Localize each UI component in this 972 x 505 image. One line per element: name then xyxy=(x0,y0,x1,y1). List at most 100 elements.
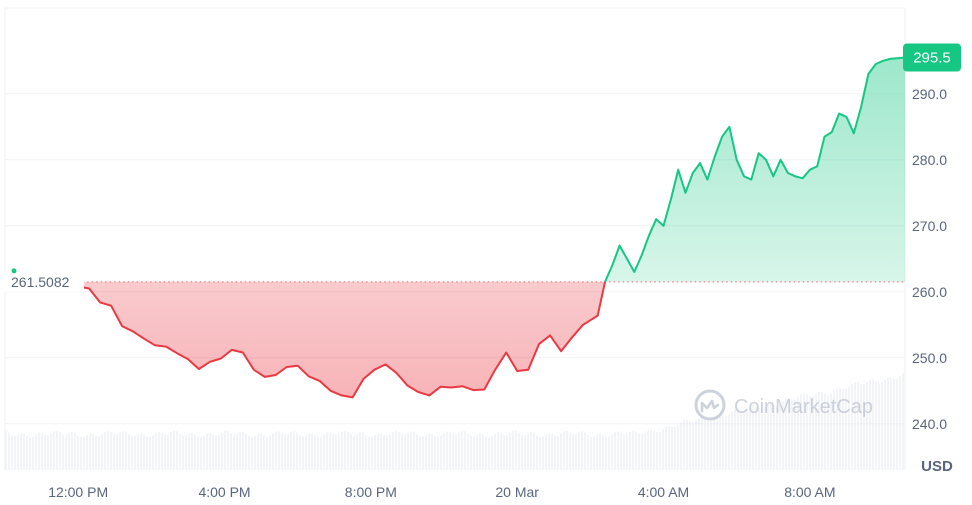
data-point xyxy=(815,164,819,168)
data-point xyxy=(632,270,636,274)
data-point xyxy=(87,287,91,291)
volume-bar xyxy=(815,394,817,470)
volume-bar xyxy=(56,430,58,470)
watermark-text: CoinMarketCap xyxy=(734,396,873,418)
data-point xyxy=(460,384,464,388)
volume-bar xyxy=(248,436,250,470)
volume-bar xyxy=(26,435,28,470)
coinmarketcap-watermark: CoinMarketCap xyxy=(694,389,873,421)
volume-bar xyxy=(791,399,793,470)
volume-bar xyxy=(431,434,433,470)
volume-bar xyxy=(461,431,463,470)
volume-bar xyxy=(830,393,832,470)
volume-bar xyxy=(152,435,154,470)
volume-bar xyxy=(617,431,619,470)
volume-bar xyxy=(632,430,634,470)
volume-bar xyxy=(551,434,553,470)
volume-bar xyxy=(311,433,313,470)
volume-bar xyxy=(743,410,745,470)
volume-bar xyxy=(185,435,187,470)
data-point xyxy=(669,197,673,201)
volume-bar xyxy=(395,430,397,470)
volume-bar xyxy=(329,432,331,470)
volume-bar xyxy=(377,433,379,470)
volume-bar xyxy=(131,436,133,470)
volume-bar xyxy=(500,433,502,470)
volume-bar xyxy=(755,406,757,470)
volume-bar xyxy=(170,432,172,470)
volume-bar xyxy=(509,433,511,470)
volume-bar xyxy=(326,432,328,470)
volume-bar xyxy=(479,433,481,470)
data-point xyxy=(395,371,399,375)
volume-bar xyxy=(362,432,364,470)
baseline-label: 261.5082 xyxy=(11,274,70,290)
volume-bar xyxy=(380,433,382,470)
volume-bar xyxy=(230,433,232,470)
volume-bar xyxy=(809,396,811,470)
volume-bar xyxy=(98,436,100,470)
data-point xyxy=(449,386,453,390)
data-point xyxy=(735,158,739,162)
data-point xyxy=(186,357,190,361)
data-point xyxy=(570,335,574,339)
volume-bar xyxy=(398,431,400,470)
volume-bar xyxy=(761,408,763,470)
volume-bar xyxy=(566,430,568,470)
volume-bar xyxy=(155,432,157,470)
data-point xyxy=(241,351,245,355)
volume-bar xyxy=(881,382,883,470)
volume-bar xyxy=(602,434,604,470)
data-point xyxy=(713,155,717,159)
volume-bars xyxy=(5,372,904,470)
volume-bar xyxy=(338,433,340,470)
data-point xyxy=(705,178,709,182)
volume-bar xyxy=(578,432,580,470)
data-point xyxy=(438,385,442,389)
volume-bar xyxy=(233,434,235,470)
volume-bar xyxy=(41,433,43,470)
data-point xyxy=(610,263,614,267)
volume-bar xyxy=(776,405,778,470)
volume-bar xyxy=(44,434,46,470)
volume-bar xyxy=(47,435,49,470)
volume-bar xyxy=(716,415,718,470)
volume-bar xyxy=(494,433,496,470)
y-tick-label: 240.0 xyxy=(912,416,947,432)
volume-bar xyxy=(890,377,892,470)
volume-bar xyxy=(668,425,670,470)
data-point xyxy=(274,373,278,377)
x-tick-label: 20 Mar xyxy=(495,484,539,500)
data-point xyxy=(742,174,746,178)
price-line-below-baseline[interactable] xyxy=(78,58,905,399)
data-point xyxy=(874,62,878,66)
data-point xyxy=(684,191,688,195)
y-axis-labels: 290.0 280.0 270.0 260.0 250.0 240.0 xyxy=(912,86,947,432)
volume-bar xyxy=(407,433,409,470)
data-point xyxy=(351,395,355,399)
volume-bar xyxy=(605,436,607,470)
volume-bar xyxy=(80,437,82,470)
volume-bar xyxy=(287,433,289,470)
volume-bar xyxy=(59,432,61,470)
volume-bar xyxy=(635,431,637,470)
volume-bar xyxy=(536,435,538,470)
data-point xyxy=(252,368,256,372)
volume-bar xyxy=(482,434,484,470)
data-point xyxy=(559,349,563,353)
price-line-above-baseline[interactable] xyxy=(78,56,906,398)
volume-bar xyxy=(875,381,877,470)
volume-bar xyxy=(182,435,184,470)
volume-bar xyxy=(86,434,88,470)
volume-bar xyxy=(176,431,178,470)
volume-bar xyxy=(95,435,97,470)
volume-bar xyxy=(488,437,490,470)
volume-bar xyxy=(734,409,736,470)
volume-bar xyxy=(245,433,247,470)
volume-bar xyxy=(455,434,457,470)
volume-bar xyxy=(554,435,556,470)
y-tick-label: 250.0 xyxy=(912,350,947,366)
volume-bar xyxy=(419,436,421,470)
